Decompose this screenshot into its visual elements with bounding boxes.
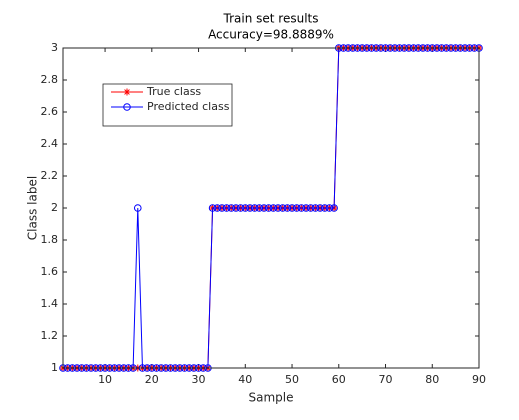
marker <box>292 204 301 212</box>
marker <box>320 204 329 212</box>
marker <box>213 204 222 212</box>
x-tick-label: 80 <box>425 373 439 386</box>
x-axis-label: Sample <box>249 391 294 405</box>
marker <box>260 204 268 212</box>
x-tick-label: 50 <box>285 373 299 386</box>
y-tick-label: 1.6 <box>41 265 59 278</box>
marker <box>264 204 273 212</box>
marker <box>232 204 240 212</box>
y-tick-label: 2.4 <box>41 137 59 150</box>
y-tick-label: 2.2 <box>41 169 59 182</box>
x-tick-label: 10 <box>98 373 112 386</box>
marker <box>311 204 320 212</box>
y-tick-label: 1.2 <box>41 329 59 342</box>
marker <box>288 204 296 212</box>
x-tick-label: 60 <box>332 373 346 386</box>
marker <box>123 88 131 96</box>
y-tick-label: 2.6 <box>41 105 59 118</box>
marker <box>269 204 278 212</box>
marker <box>325 204 334 212</box>
marker <box>302 204 310 212</box>
x-tick-label: 90 <box>472 373 486 386</box>
marker <box>306 204 315 212</box>
marker <box>297 204 306 212</box>
y-tick-label: 1 <box>51 361 58 374</box>
y-tick-label: 2 <box>51 201 58 214</box>
x-tick-label: 20 <box>145 373 159 386</box>
marker <box>278 204 287 212</box>
legend-label: Predicted class <box>147 100 230 113</box>
marker <box>227 204 236 212</box>
y-tick-label: 1.4 <box>41 297 59 310</box>
y-tick-label: 2.8 <box>41 73 59 86</box>
marker <box>283 204 292 212</box>
marker <box>274 204 282 212</box>
marker <box>133 204 142 212</box>
marker <box>250 204 259 212</box>
legend: True class Predicted class <box>102 83 233 127</box>
y-tick-label: 3 <box>51 41 58 54</box>
marker <box>123 103 131 111</box>
marker <box>208 204 217 212</box>
x-tick-label: 40 <box>238 373 252 386</box>
legend-label: True class <box>146 85 201 98</box>
y-tick-label: 1.8 <box>41 233 59 246</box>
marker <box>246 204 254 212</box>
marker <box>236 204 245 212</box>
marker <box>330 204 338 212</box>
marker <box>255 204 264 212</box>
marker <box>218 204 226 212</box>
axes-box <box>62 47 480 369</box>
chart-title: Train set results <box>223 12 319 26</box>
x-tick-label: 30 <box>192 373 206 386</box>
chart-subtitle: Accuracy=98.8889% <box>208 28 334 42</box>
y-axis-label: Class label <box>26 176 40 240</box>
marker <box>241 204 250 212</box>
x-tick-label: 70 <box>379 373 393 386</box>
marker <box>316 204 324 212</box>
marker <box>222 204 231 212</box>
